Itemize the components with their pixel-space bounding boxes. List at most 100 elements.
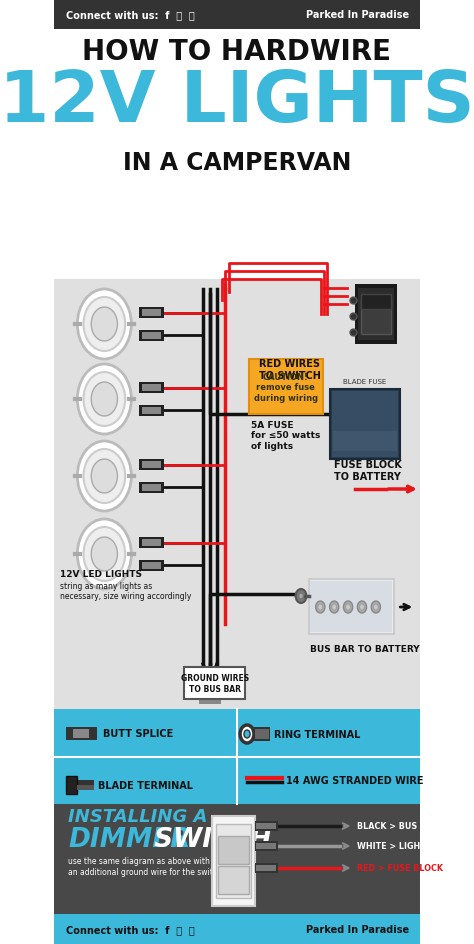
Circle shape: [316, 601, 325, 614]
Bar: [54, 0, 420, 30]
Circle shape: [344, 601, 353, 614]
Text: INSTALLING A: INSTALLING A: [68, 807, 208, 825]
Bar: [54, 279, 420, 709]
Bar: [219, 866, 248, 894]
Bar: [358, 289, 394, 341]
Text: BUS BAR TO BATTERY: BUS BAR TO BATTERY: [310, 645, 420, 653]
Bar: [361, 295, 391, 310]
Text: BLACK > BUS BAR: BLACK > BUS BAR: [356, 821, 438, 831]
Bar: [256, 865, 276, 871]
Text: RING TERMINAL: RING TERMINAL: [274, 729, 360, 739]
Text: 12V LED LIGHTS: 12V LED LIGHTS: [60, 569, 142, 579]
Text: use the same diagram as above with
an additional ground wire for the switch: use the same diagram as above with an ad…: [68, 856, 222, 876]
Bar: [253, 727, 270, 741]
Circle shape: [371, 601, 381, 614]
Bar: [54, 914, 420, 944]
Text: Connect with us:  f  ⓘ  ⓟ: Connect with us: f ⓘ ⓟ: [66, 924, 194, 934]
Bar: [66, 776, 77, 794]
Circle shape: [329, 601, 339, 614]
Bar: [199, 697, 221, 704]
Text: BLADE FUSE: BLADE FUSE: [343, 379, 387, 384]
Bar: [333, 431, 397, 451]
Text: Parked In Paradise: Parked In Paradise: [306, 924, 409, 934]
Bar: [139, 537, 164, 548]
Text: string as many lights as
necessary, size wiring accordingly: string as many lights as necessary, size…: [60, 582, 192, 600]
Text: DIMMER: DIMMER: [68, 826, 191, 852]
Bar: [142, 539, 161, 547]
Bar: [139, 308, 164, 319]
Bar: [139, 382, 164, 394]
Bar: [256, 823, 276, 829]
Circle shape: [91, 382, 118, 416]
Text: 12V LIGHTS: 12V LIGHTS: [0, 68, 474, 138]
Bar: [212, 817, 255, 906]
Bar: [139, 330, 164, 342]
Circle shape: [296, 589, 306, 603]
Bar: [361, 299, 391, 334]
Circle shape: [318, 604, 323, 611]
Text: IN A CAMPERVAN: IN A CAMPERVAN: [123, 151, 351, 175]
Text: FUSE BLOCK
TO BATTERY: FUSE BLOCK TO BATTERY: [334, 460, 402, 481]
Bar: [310, 582, 392, 632]
Circle shape: [77, 442, 131, 512]
Text: RED WIRES
TO SWITCH: RED WIRES TO SWITCH: [258, 359, 320, 380]
Bar: [66, 727, 97, 740]
Text: RED > FUSE BLOCK: RED > FUSE BLOCK: [356, 864, 443, 872]
Bar: [219, 836, 248, 864]
Text: Parked In Paradise: Parked In Paradise: [306, 10, 409, 20]
Circle shape: [357, 601, 366, 614]
Bar: [255, 729, 269, 739]
Circle shape: [374, 604, 378, 611]
Circle shape: [77, 364, 131, 434]
Circle shape: [77, 290, 131, 360]
Bar: [256, 843, 276, 849]
Bar: [255, 821, 278, 831]
Circle shape: [91, 537, 118, 571]
Text: CAUTION!
remove fuse
during wiring: CAUTION! remove fuse during wiring: [254, 373, 318, 402]
Circle shape: [83, 528, 125, 582]
Bar: [249, 360, 323, 414]
Bar: [309, 580, 393, 634]
Circle shape: [91, 308, 118, 342]
Circle shape: [83, 449, 125, 503]
Bar: [255, 863, 278, 873]
Bar: [142, 563, 161, 569]
Bar: [142, 462, 161, 468]
Bar: [142, 310, 161, 316]
Bar: [77, 785, 94, 790]
Bar: [184, 667, 246, 700]
Circle shape: [332, 604, 337, 611]
Bar: [54, 709, 420, 804]
Bar: [139, 460, 164, 470]
Text: Connect with us:  f  ⓘ  ⓟ: Connect with us: f ⓘ ⓟ: [66, 10, 194, 20]
Bar: [142, 384, 161, 392]
Bar: [330, 390, 400, 460]
Bar: [142, 332, 161, 340]
Bar: [73, 729, 89, 738]
Circle shape: [83, 297, 125, 351]
Circle shape: [240, 725, 254, 743]
Circle shape: [77, 519, 131, 589]
Circle shape: [360, 604, 364, 611]
Text: WHITE > LIGHTS: WHITE > LIGHTS: [356, 842, 431, 851]
Circle shape: [244, 731, 250, 738]
Bar: [139, 561, 164, 571]
Bar: [216, 824, 251, 898]
Bar: [355, 285, 397, 345]
Text: GROUND WIRES
TO BUS BAR: GROUND WIRES TO BUS BAR: [181, 674, 249, 693]
Text: SWITCH: SWITCH: [145, 826, 272, 852]
Bar: [139, 482, 164, 494]
Circle shape: [299, 594, 303, 599]
Bar: [142, 408, 161, 414]
Text: HOW TO HARDWIRE: HOW TO HARDWIRE: [82, 38, 392, 66]
Text: 5A FUSE
for ≤50 watts
of lights: 5A FUSE for ≤50 watts of lights: [251, 421, 320, 450]
Bar: [54, 30, 420, 279]
Bar: [142, 484, 161, 492]
Text: BUTT SPLICE: BUTT SPLICE: [103, 729, 173, 739]
Text: 14 AWG STRANDED WIRE: 14 AWG STRANDED WIRE: [286, 775, 423, 785]
Circle shape: [91, 460, 118, 494]
Circle shape: [346, 604, 350, 611]
Bar: [332, 392, 398, 458]
Circle shape: [83, 373, 125, 427]
Bar: [54, 804, 420, 914]
